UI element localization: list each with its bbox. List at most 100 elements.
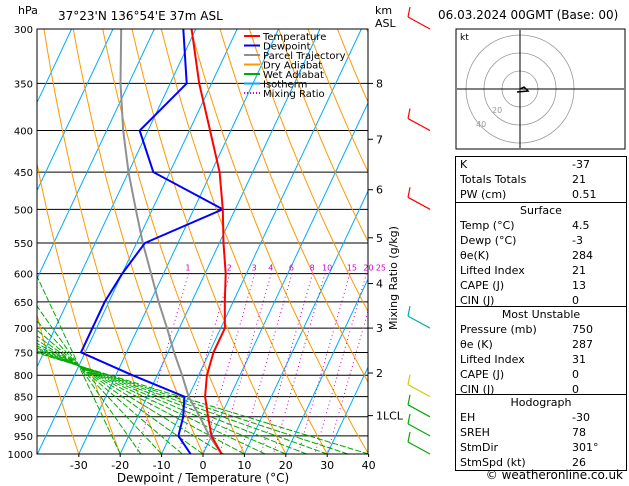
mixing-ratio-line — [177, 273, 231, 454]
wet-adiabat-line — [37, 348, 307, 454]
hodo-row: StmSpd (kt) 26 — [460, 456, 586, 469]
dry-adiabat-line — [37, 161, 121, 454]
legend-label: Dewpoint — [263, 42, 311, 53]
mixing-ratio-line — [239, 273, 293, 454]
dry-adiabat-line — [72, 29, 204, 454]
surface-row: Temp (°C) 4.5 — [460, 219, 590, 232]
pressure-tick-label: 400 — [14, 127, 33, 138]
dry-adiabat-line — [190, 29, 368, 454]
mixing-ratio-label: 2 — [227, 264, 232, 273]
mixing-ratio-label: 3 — [252, 264, 257, 273]
hodograph-trace — [516, 86, 530, 93]
hodo-row: EH -30 — [460, 411, 590, 424]
dry-adiabat-line — [37, 313, 80, 454]
temp-tick-label: 30 — [320, 459, 334, 472]
legend-label: Mixing Ratio — [263, 89, 325, 100]
surface-row: θe(K) 284 — [460, 249, 593, 262]
most-unstable-title: Most Unstable — [501, 308, 581, 321]
dry-adiabat-line — [278, 29, 368, 243]
wind-barb-feather — [407, 413, 411, 425]
wind-barb-feather — [407, 187, 411, 198]
mixing-ratio-label: 6 — [289, 264, 294, 273]
mixing-ratio-label: 25 — [376, 264, 386, 273]
asl-label: ASL — [375, 17, 397, 30]
mixing-ratio-line — [297, 273, 351, 454]
km-tick-label: 6 — [376, 184, 383, 197]
isotherm-line — [37, 29, 73, 104]
pressure-tick-label: 750 — [14, 348, 33, 359]
mixing-ratio-label: 4 — [268, 264, 273, 273]
wet-adiabat-line — [37, 345, 266, 454]
y-axis-right-label: Mixing Ratio (g/kg) — [387, 226, 400, 330]
pressure-tick-label: 450 — [14, 168, 33, 179]
dry-adiabat-line — [131, 29, 287, 454]
mixing-ratio-line — [219, 273, 272, 454]
units-label: hPa — [18, 4, 38, 17]
mu-row: CAPE (J) 0 — [460, 368, 579, 381]
dry-adiabat-line — [307, 29, 368, 173]
pressure-tick-label: 700 — [14, 324, 33, 335]
wind-barb — [407, 423, 431, 437]
wet-adiabat-line — [37, 305, 142, 454]
isotherm-line — [37, 29, 114, 192]
km-tick-label: 2 — [376, 367, 383, 380]
wind-barb-feather — [407, 305, 411, 317]
wind-barb-feather — [407, 431, 411, 443]
hodograph-table: Hodograph EH -30 SREH 78 StmDir 301° StmSpd… — [455, 394, 627, 471]
wind-barb — [407, 315, 431, 329]
hodograph: kt 20 40 — [455, 28, 626, 150]
mixing-ratio-label: 1 — [185, 264, 190, 273]
km-label: km — [375, 4, 392, 17]
indices-row-pw: PW (cm) 0.51 — [460, 188, 597, 201]
mixing-ratio-label: 10 — [322, 264, 332, 273]
temp-tick-label: 10 — [237, 459, 251, 472]
pressure-tick-label: 900 — [14, 413, 33, 424]
surface-row: Lifted Index 21 — [460, 264, 586, 277]
hodo-row: SREH 78 — [460, 426, 586, 439]
wind-barb-feather — [407, 394, 411, 405]
dry-adiabat-line — [219, 29, 368, 383]
legend-label: Parcel Trajectory — [263, 51, 346, 62]
pressure-tick-label: 1000 — [8, 450, 33, 461]
mixing-ratio-label: 20 — [363, 264, 373, 273]
isotherm-line — [202, 101, 368, 454]
axes: 1 2 3 4 6 8 10 15 20 2530035040045050055060065070… — [8, 25, 404, 472]
temp-tick-label: -30 — [70, 459, 88, 472]
temp-tick-label: 20 — [279, 459, 293, 472]
surface-table: Surface Temp (°C) 4.5 Dewp (°C) -3 θe(K) 28… — [455, 202, 627, 309]
dry-adiabat-line — [102, 29, 245, 454]
km-tick-label: 1LCL — [376, 410, 404, 423]
background-lines — [37, 29, 368, 454]
wet-adiabat-line — [37, 342, 245, 454]
mu-row: CIN (J) 0 — [460, 383, 579, 396]
wind-barb — [407, 196, 431, 210]
wet-adiabat-line — [37, 335, 204, 454]
mixing-ratio-line — [314, 273, 367, 454]
km-tick-label: 3 — [376, 322, 383, 335]
temp-tick-label: 0 — [200, 459, 207, 472]
footer-credit: © weatheronline.co.uk — [485, 468, 623, 482]
isotherm-line — [78, 29, 280, 454]
isotherm-line — [37, 29, 197, 368]
surface-title: Surface — [520, 204, 562, 217]
indices-row-k: K -37 — [460, 158, 590, 171]
pressure-tick-label: 800 — [14, 371, 33, 382]
mixing-ratio-line — [202, 273, 256, 454]
wind-barb — [407, 404, 431, 418]
temperature-profile — [190, 29, 227, 454]
parcel-trajectory — [119, 29, 223, 454]
hodo-row: StmDir 301° — [460, 441, 599, 454]
temp-tick-label: 40 — [362, 459, 376, 472]
wet-adiabat-line — [37, 329, 183, 454]
km-tick-label: 4 — [376, 278, 383, 291]
temp-tick-label: -10 — [153, 459, 171, 472]
legend-label: Dry Adiabat — [263, 61, 322, 72]
surface-row: CAPE (J) 13 — [460, 279, 586, 292]
wind-barb — [407, 118, 431, 132]
profiles — [79, 29, 227, 454]
mixing-ratio-line — [136, 273, 189, 454]
most-unstable-table: Most Unstable Pressure (mb) 750 θe (K) 287… — [455, 306, 627, 398]
dewpoint-profile — [79, 29, 226, 454]
x-axis-label: Dewpoint / Temperature (°C) — [117, 471, 289, 485]
